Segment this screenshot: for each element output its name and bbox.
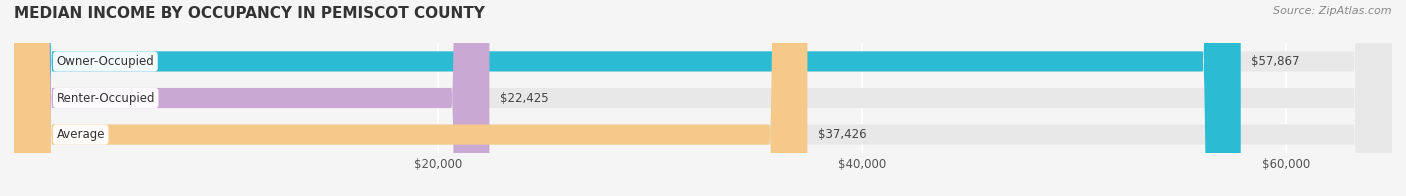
FancyBboxPatch shape (14, 0, 489, 196)
Text: Source: ZipAtlas.com: Source: ZipAtlas.com (1274, 6, 1392, 16)
Text: Average: Average (56, 128, 105, 141)
FancyBboxPatch shape (14, 0, 807, 196)
FancyBboxPatch shape (14, 0, 1392, 196)
Text: Owner-Occupied: Owner-Occupied (56, 55, 155, 68)
FancyBboxPatch shape (14, 0, 1392, 196)
Text: MEDIAN INCOME BY OCCUPANCY IN PEMISCOT COUNTY: MEDIAN INCOME BY OCCUPANCY IN PEMISCOT C… (14, 6, 485, 21)
FancyBboxPatch shape (14, 0, 1392, 196)
Text: $22,425: $22,425 (501, 92, 548, 104)
FancyBboxPatch shape (14, 0, 1240, 196)
Text: $37,426: $37,426 (818, 128, 866, 141)
Text: $57,867: $57,867 (1251, 55, 1299, 68)
Text: Renter-Occupied: Renter-Occupied (56, 92, 155, 104)
